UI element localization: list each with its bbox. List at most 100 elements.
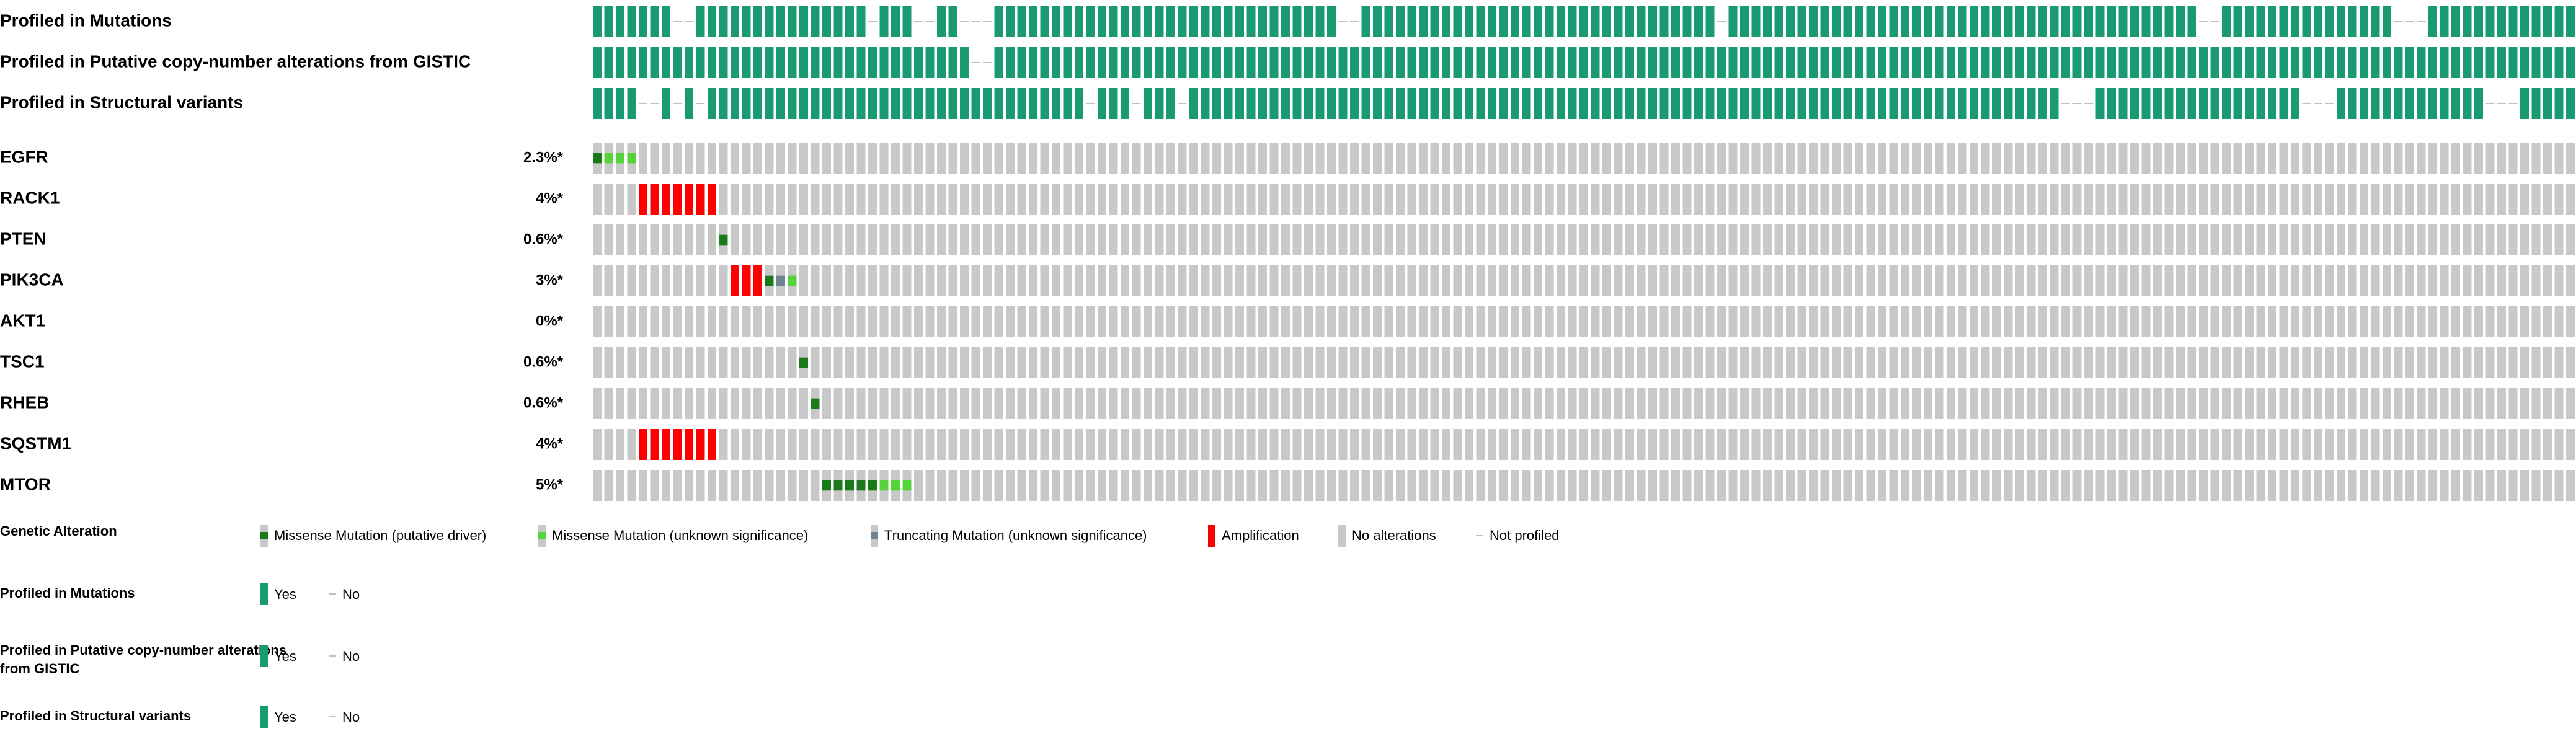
legend-title: Profiled in Structural variants	[0, 708, 191, 724]
profiled-cell	[2141, 47, 2151, 78]
profiled-cell	[2566, 47, 2575, 78]
sample-cell	[1591, 224, 1600, 255]
profiled-cell	[2199, 88, 2208, 119]
sample-cell	[1797, 224, 1806, 255]
sample-cell	[696, 224, 705, 255]
sample-cell	[2107, 470, 2116, 501]
sample-cell	[1407, 388, 1416, 419]
sample-cell	[2417, 143, 2426, 174]
not-profiled-cell	[2485, 103, 2495, 104]
sample-cell	[868, 429, 877, 460]
sample-cell	[1373, 429, 1382, 460]
sample-cell	[1901, 143, 1909, 174]
sample-cell	[2050, 143, 2059, 174]
sample-cell	[2061, 347, 2070, 378]
profiled-cell	[2337, 6, 2345, 37]
sample-cell	[2130, 224, 2139, 255]
sample-cell	[2015, 265, 2024, 296]
profiled-cell	[1075, 6, 1083, 37]
sample-cell	[2451, 470, 2460, 501]
sample-cell	[1958, 143, 1967, 174]
sample-cell	[1040, 429, 1049, 460]
sample-cell	[2531, 470, 2541, 501]
sample-cell	[1763, 429, 1772, 460]
profiled-cell	[2279, 6, 2288, 37]
sample-cell	[2210, 388, 2219, 419]
profiled-cell	[2474, 88, 2483, 119]
sample-cell	[1246, 470, 1256, 501]
profiled-cell	[1557, 47, 1565, 78]
sample-cell	[1499, 306, 1508, 337]
sample-cell	[1614, 429, 1623, 460]
sample-cell	[2508, 470, 2518, 501]
sample-cell	[2245, 306, 2254, 337]
sample-cell	[1017, 184, 1026, 215]
sample-cell	[2233, 429, 2242, 460]
sample-cell	[1063, 184, 1072, 215]
sample-cell	[1568, 224, 1577, 255]
sample-cell	[2187, 347, 2196, 378]
sample-cell	[914, 470, 923, 501]
profiled-cell	[1292, 47, 1302, 78]
sample-cell	[2566, 143, 2575, 174]
sample-cell	[1889, 347, 1898, 378]
sample-cell	[1098, 470, 1106, 501]
sample-cell	[616, 429, 624, 460]
sample-cell	[2176, 265, 2185, 296]
profiled-cell	[1568, 6, 1577, 37]
legend-title: Genetic Alteration	[0, 523, 117, 539]
profiled-cell	[2004, 88, 2013, 119]
sample-cell	[1522, 184, 1531, 215]
profiled-cell	[1419, 88, 1428, 119]
profiled-cell	[1132, 6, 1141, 37]
profiled-cell	[627, 47, 636, 78]
profiled-cell	[2176, 47, 2185, 78]
sample-cell	[1694, 224, 1703, 255]
sample-cell	[593, 265, 602, 296]
profiled-cell	[616, 88, 624, 119]
sample-cell	[2325, 429, 2334, 460]
sample-cell	[2337, 429, 2345, 460]
profiled-cell	[2325, 6, 2334, 37]
sample-cell	[1992, 224, 2001, 255]
sample-cell	[948, 224, 957, 255]
sample-cell	[1522, 470, 1531, 501]
profiled-cell	[1970, 6, 1978, 37]
sample-cell	[2440, 470, 2449, 501]
sample-cell	[2325, 306, 2334, 337]
sample-cell	[2314, 306, 2322, 337]
sample-cell	[1453, 347, 1462, 378]
sample-cell	[1637, 265, 1646, 296]
profiled-cell	[1327, 6, 1336, 37]
sample-cell	[1235, 224, 1244, 255]
sample-cell	[1315, 347, 1325, 378]
profiled-cell	[2245, 47, 2254, 78]
sample-cell	[1728, 143, 1738, 174]
sample-cell	[1373, 224, 1382, 255]
sample-cell	[1648, 388, 1657, 419]
profiled-cell	[1591, 6, 1600, 37]
sample-cell	[2245, 265, 2254, 296]
sample-cell	[2302, 388, 2311, 419]
sample-cell	[753, 470, 762, 501]
sample-cell	[1717, 143, 1726, 174]
sample-cell	[2118, 143, 2128, 174]
sample-cell	[731, 388, 739, 419]
sample-cell	[2072, 306, 2082, 337]
sample-cell	[1797, 347, 1806, 378]
sample-cell	[2061, 470, 2070, 501]
sample-cell	[2520, 388, 2529, 419]
sample-cell	[673, 306, 682, 337]
profiled-cell	[1705, 88, 1715, 119]
not-profiled-cell	[2199, 21, 2208, 22]
sample-cell	[2291, 388, 2299, 419]
profiled-cell	[1694, 88, 1703, 119]
sample-cell	[1155, 388, 1164, 419]
sample-cell	[868, 347, 877, 378]
sample-cell	[2291, 184, 2299, 215]
sample-cell	[673, 265, 682, 296]
sample-cell	[2428, 265, 2437, 296]
sample-cell	[1488, 470, 1496, 501]
amplification-cell	[696, 184, 705, 215]
profiled-cell	[1924, 6, 1932, 37]
